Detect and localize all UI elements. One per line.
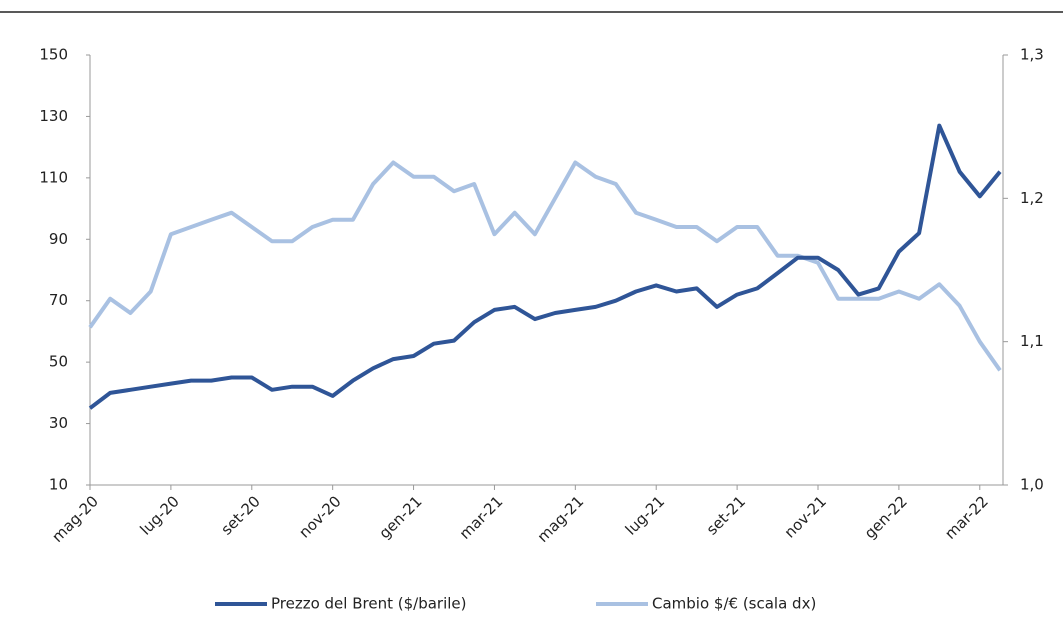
legend-label: Cambio $/€ (scala dx) bbox=[652, 595, 816, 613]
x-tick-label: set-20 bbox=[218, 492, 264, 538]
x-tick-label: gen-21 bbox=[376, 492, 426, 542]
y-tick-label: 30 bbox=[49, 414, 68, 432]
y2-tick-label: 1,1 bbox=[1020, 332, 1044, 350]
x-tick-label: mag-21 bbox=[534, 492, 588, 546]
y-tick-label: 110 bbox=[39, 168, 68, 186]
y-tick-label: 10 bbox=[49, 476, 68, 494]
series-line bbox=[88, 123, 1002, 410]
y2-tick-label: 1,3 bbox=[1020, 46, 1044, 64]
y2-tick-label: 1,2 bbox=[1020, 189, 1044, 207]
y-tick-label: 150 bbox=[39, 46, 68, 64]
x-tick-label: lug-21 bbox=[622, 492, 668, 538]
y-tick-label: 90 bbox=[49, 230, 68, 248]
x-tick-label: mag-20 bbox=[48, 492, 102, 546]
x-tick-label: gen-22 bbox=[861, 492, 911, 542]
x-tick-label: mar-21 bbox=[456, 492, 507, 543]
x-tick-label: mar-22 bbox=[941, 492, 992, 543]
x-tick-label: lug-20 bbox=[136, 492, 182, 538]
x-tick-label: set-21 bbox=[703, 492, 749, 538]
series-line bbox=[88, 160, 1002, 372]
x-tick-label: nov-21 bbox=[781, 492, 830, 541]
y-tick-label: 130 bbox=[39, 107, 68, 125]
y2-tick-label: 1,0 bbox=[1020, 476, 1044, 494]
y-tick-label: 50 bbox=[49, 353, 68, 371]
y-tick-label: 70 bbox=[49, 291, 68, 309]
legend-label: Prezzo del Brent ($/barile) bbox=[271, 595, 466, 613]
x-tick-label: nov-20 bbox=[295, 492, 344, 541]
